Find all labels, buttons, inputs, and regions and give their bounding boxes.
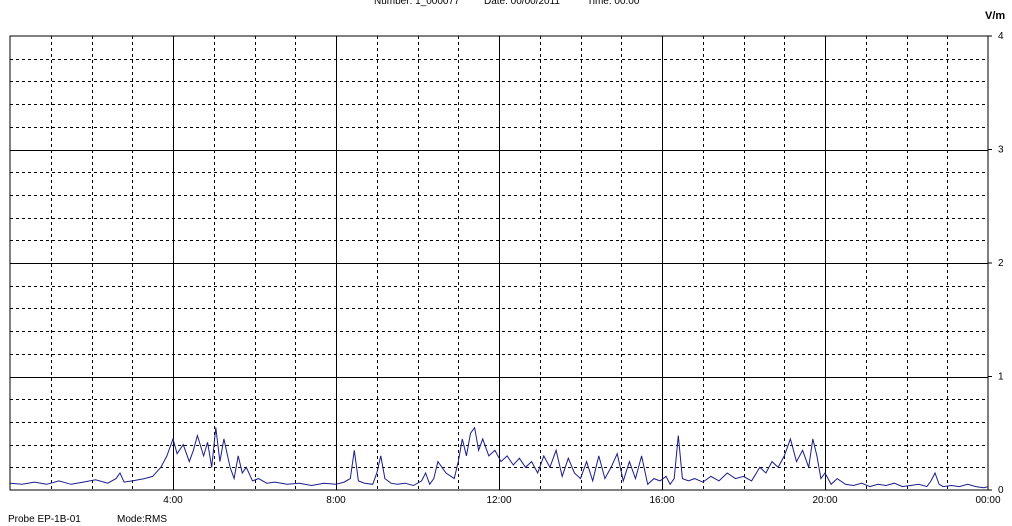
mode-label: Mode:RMS (117, 514, 168, 525)
record-time: Time: 00:00 (587, 0, 640, 7)
series-line (9, 426, 989, 489)
y-axis-unit: V/m (985, 10, 1006, 22)
x-tick-label: 16:00 (649, 495, 674, 506)
x-axis-ticks: 4:00 8:00 12:00 16:00 20:00 00:00 (163, 495, 1001, 506)
x-tick-label: 20:00 (812, 495, 837, 506)
probe-label: Probe EP-1B-01 (8, 514, 81, 525)
y-tick-label: 3 (998, 145, 1004, 156)
y-tick-label: 4 (998, 31, 1004, 42)
record-date: Date: 00/00/2011 (484, 0, 560, 7)
x-tick-label: 12:00 (486, 495, 511, 506)
y-tick-label: 0 (998, 485, 1004, 496)
x-tick-label: 8:00 (326, 495, 346, 506)
y-tick-label: 1 (998, 372, 1004, 383)
x-tick-label: 00:00 (975, 495, 1000, 506)
record-number: Number: 1_000077 (374, 0, 460, 7)
y-tick-label: 2 (998, 258, 1004, 269)
y-axis-ticks: 0 1 2 3 4 (988, 31, 1004, 496)
x-tick-label: 4:00 (163, 495, 183, 506)
chart-grid (10, 36, 988, 490)
chart-header: Number: 1_000077 Date: 00/00/2011 Time: … (0, 0, 1012, 8)
